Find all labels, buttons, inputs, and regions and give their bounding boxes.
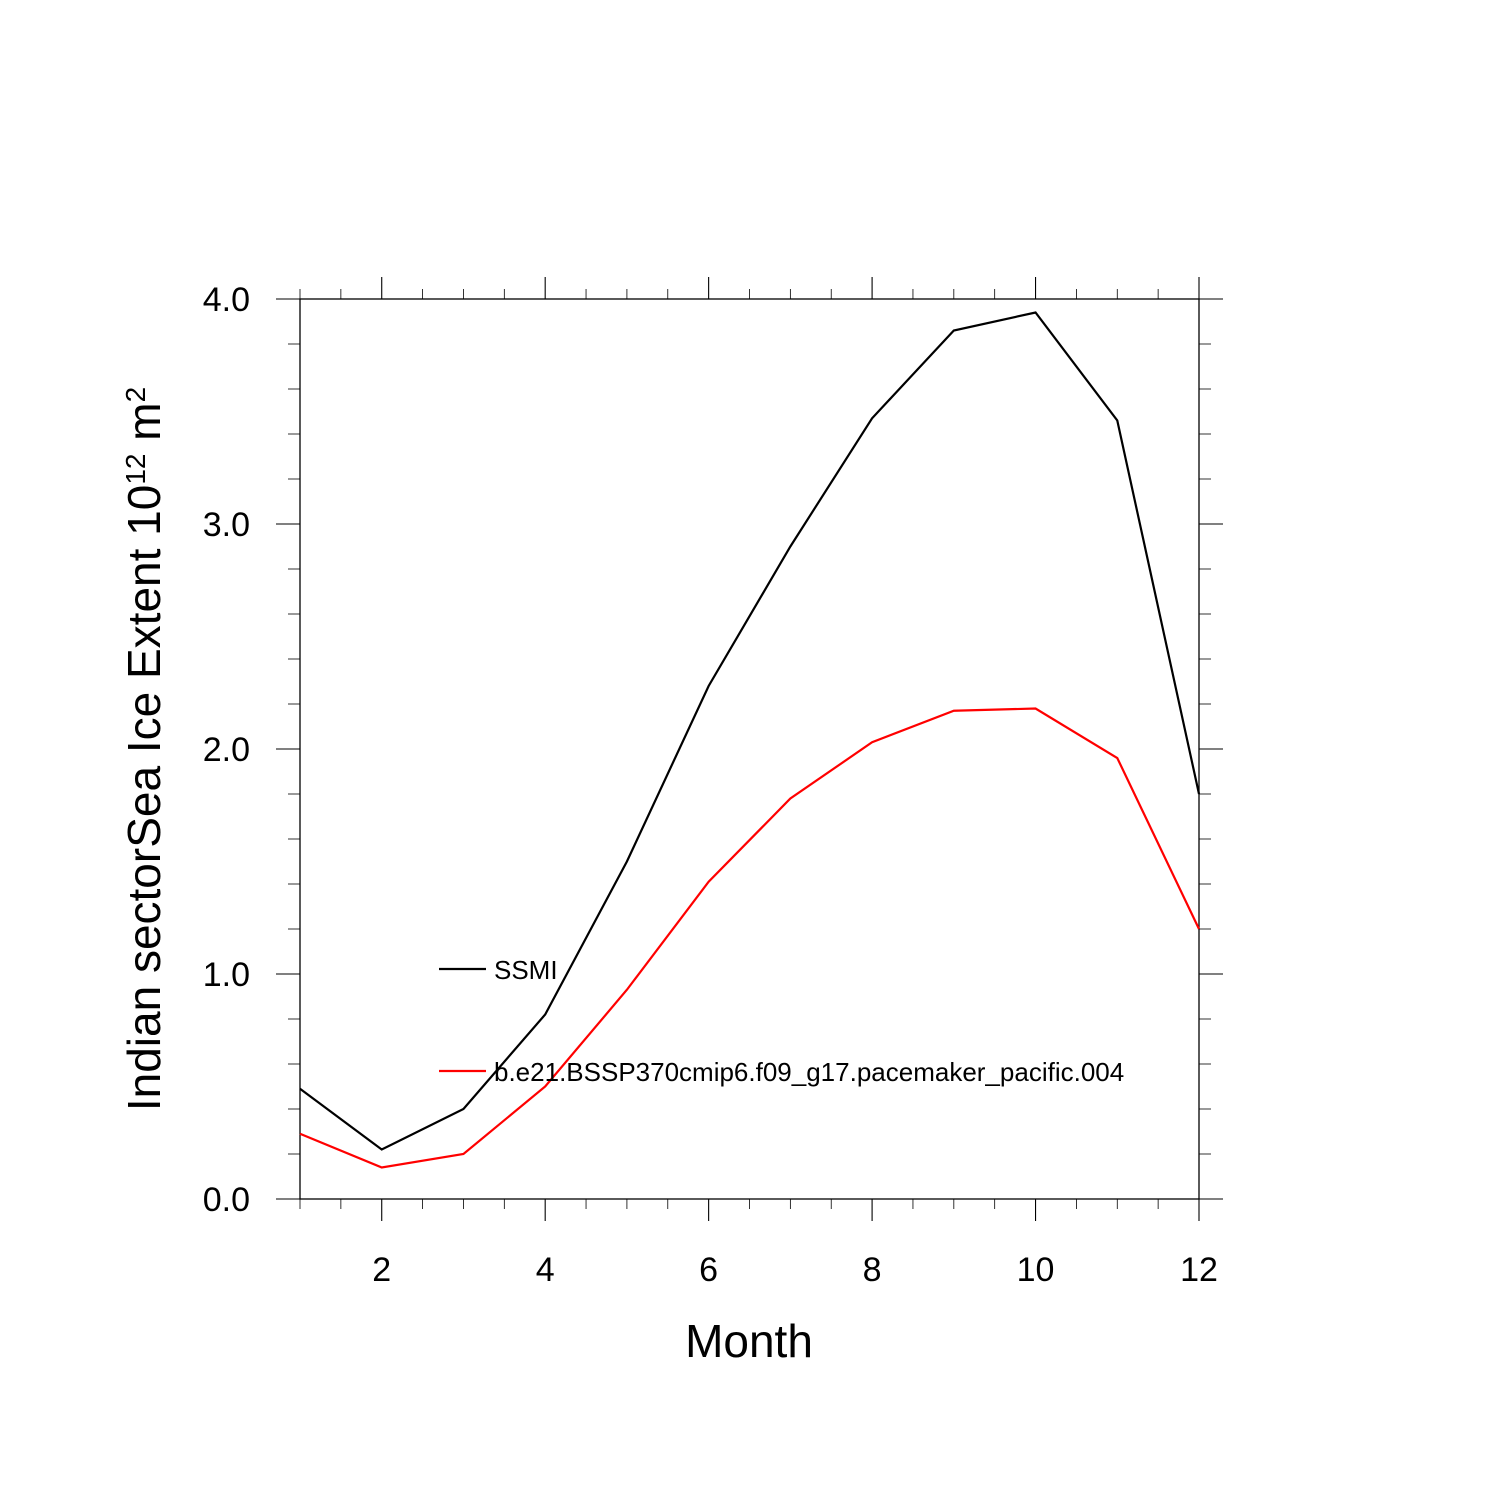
legend-label: SSMI [494, 955, 558, 985]
y-tick-label: 2.0 [203, 731, 250, 769]
series-line-model [299, 707, 1200, 1169]
y-axis-label-main: Indian sectorSea Ice Extent 10 [118, 485, 170, 1112]
series-line-ssmi [299, 311, 1201, 1151]
y-tick-labels: 0.0 1.0 2.0 3.0 4.0 [203, 281, 250, 1219]
y-axis-label-unit-exponent: 2 [120, 387, 151, 403]
x-tick-labels: 2 4 6 8 10 12 [372, 1251, 1218, 1289]
y-axis-label: Indian sectorSea Ice Extent 1012 m2 [118, 387, 170, 1111]
legend-label: b.e21.BSSP370cmip6.f09_g17.pacemaker_pac… [494, 1057, 1124, 1087]
y-tick-label: 1.0 [203, 956, 250, 994]
x-tick-label: 6 [699, 1251, 718, 1289]
x-tick-label: 8 [863, 1251, 882, 1289]
x-axis-label: Month [685, 1315, 813, 1367]
x-tick-label: 4 [536, 1251, 555, 1289]
y-tick-label: 3.0 [203, 506, 250, 544]
x-tick-label: 12 [1180, 1251, 1218, 1289]
y-tick-label: 4.0 [203, 281, 250, 319]
legend: SSMI b.e21.BSSP370cmip6.f09_g17.pacemaker… [439, 955, 1124, 1087]
x-tick-label: 10 [1017, 1251, 1055, 1289]
x-tick-label: 2 [372, 1251, 391, 1289]
y-tick-label: 0.0 [203, 1181, 250, 1219]
major-ticks [276, 277, 1223, 1221]
y-axis-label-exponent: 12 [120, 454, 151, 485]
minor-ticks [288, 289, 1211, 1209]
series-group [299, 311, 1201, 1169]
y-axis-label-unit: m [118, 402, 170, 453]
